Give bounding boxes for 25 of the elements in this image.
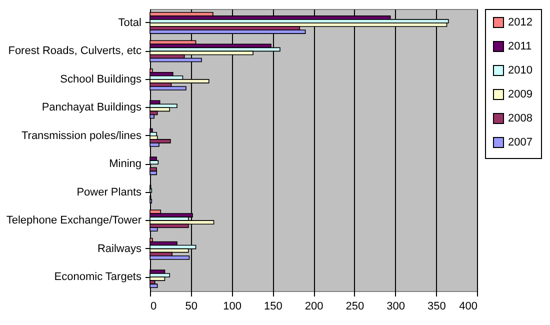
x-tick-label: 300 (386, 300, 405, 312)
y-tick-label: Panchayat Buildings (42, 102, 142, 114)
legend-label: 2011 (508, 40, 532, 52)
x-tick-label: 100 (223, 300, 242, 312)
x-tick-label: 350 (427, 300, 446, 312)
legend-label: 2007 (508, 136, 532, 148)
y-tick-label: Total (118, 16, 142, 29)
legend-label: 2010 (508, 64, 532, 76)
y-tick-label: Railways (97, 242, 142, 255)
y-tick-label: Economic Targets (54, 271, 142, 284)
legend-label: 2008 (508, 112, 532, 124)
x-tick-label: 150 (264, 300, 282, 312)
x-tick-label: 250 (346, 300, 364, 312)
x-tick-label: 0 (150, 300, 157, 312)
y-tick-label: Power Plants (76, 186, 142, 198)
x-tick-label: 50 (185, 300, 198, 312)
y-tick-label: Telephone Exchange/Tower (6, 214, 142, 227)
legend-label: 2009 (508, 88, 532, 100)
y-tick-label: Forest Roads, Culverts, etc (8, 45, 142, 58)
y-tick-label: Transmission poles/lines (21, 130, 142, 142)
y-tick-label: Mining (109, 158, 142, 170)
legend-label: 2012 (508, 16, 532, 28)
x-tick-label: 200 (304, 300, 324, 312)
y-tick-label: School Buildings (60, 73, 142, 86)
x-tick-label: 400 (459, 300, 478, 312)
